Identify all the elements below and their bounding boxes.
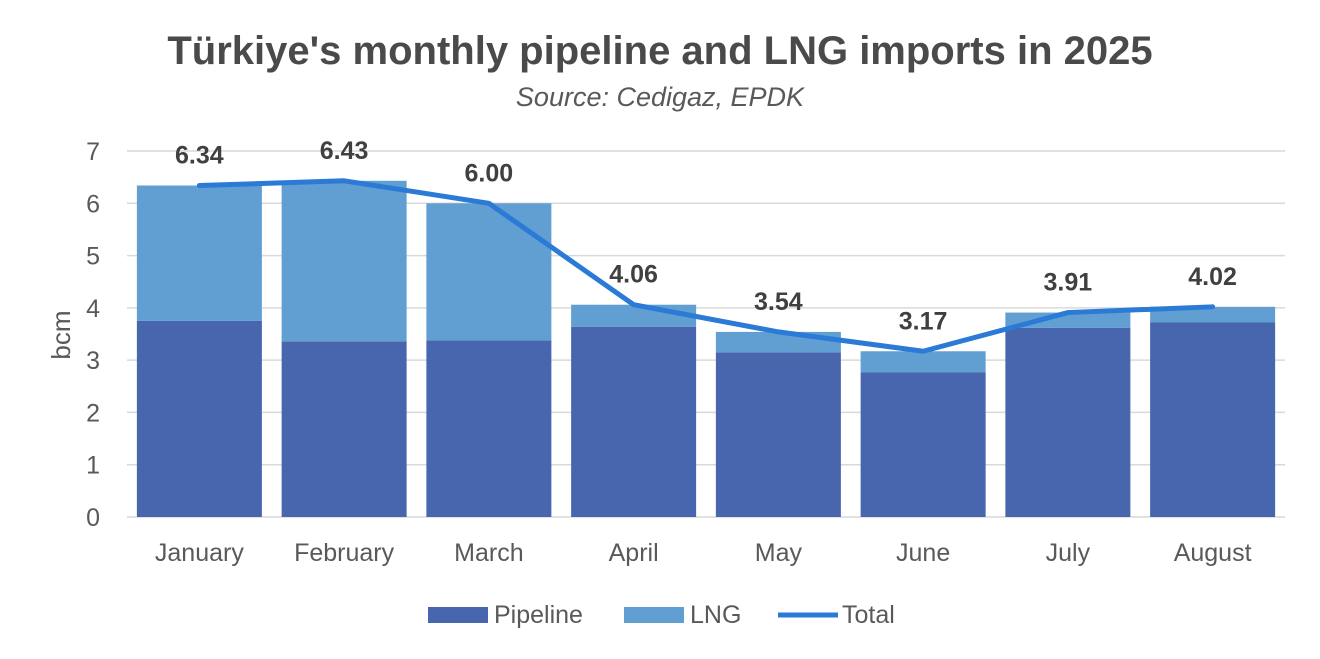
x-tick-label: March [454,539,523,567]
bar-pipeline [1150,322,1276,517]
y-axis-label: bcm [46,310,76,359]
x-tick-label: June [896,539,950,567]
data-label: 6.43 [320,137,369,165]
legend-label-lng: LNG [690,601,741,629]
data-label: 3.91 [1044,269,1093,297]
bar-pipeline [136,320,262,517]
bar-pipeline [426,340,552,517]
data-label: 3.17 [899,307,948,335]
y-tick-label: 4 [86,295,100,323]
y-tick-label: 7 [86,138,100,166]
data-label: 6.00 [465,159,514,187]
legend-swatch-pipeline [428,607,488,623]
x-tick-label: July [1046,539,1091,567]
legend-label-pipeline: Pipeline [494,601,583,629]
x-tick-label: August [1174,539,1252,567]
legend-label-total: Total [842,601,895,629]
y-tick-label: 5 [86,243,100,271]
y-tick-label: 0 [86,504,100,532]
bar-lng [715,331,841,353]
x-tick-label: February [294,539,395,567]
x-tick-label: May [755,539,803,567]
bar-pipeline [281,341,407,517]
data-label: 4.02 [1188,263,1237,291]
legend-swatch-lng [624,607,684,623]
data-label: 4.06 [609,261,658,289]
bar-lng [281,180,407,342]
bar-pipeline [715,352,841,517]
line-total [196,178,1216,354]
data-label: 3.54 [754,288,803,316]
bar-lng [1150,306,1276,323]
bar-lng [1005,312,1131,328]
bar-lng [571,304,697,327]
bar-lng [426,203,552,341]
bar-lng [860,351,986,373]
chart-subtitle: Source: Cedigaz, EPDK [516,82,805,112]
y-tick-label: 6 [86,190,100,218]
x-tick-label: April [609,539,659,567]
x-tick-label: January [155,539,244,567]
bar-pipeline [860,372,986,517]
data-label: 6.34 [175,142,224,170]
bar-pipeline [571,326,697,517]
y-tick-label: 3 [86,347,100,375]
bar-lng [136,185,262,321]
bar-pipeline [1005,327,1131,517]
y-tick-label: 1 [86,452,100,480]
chart-title: Türkiye's monthly pipeline and LNG impor… [167,29,1152,73]
y-tick-label: 2 [86,399,100,427]
